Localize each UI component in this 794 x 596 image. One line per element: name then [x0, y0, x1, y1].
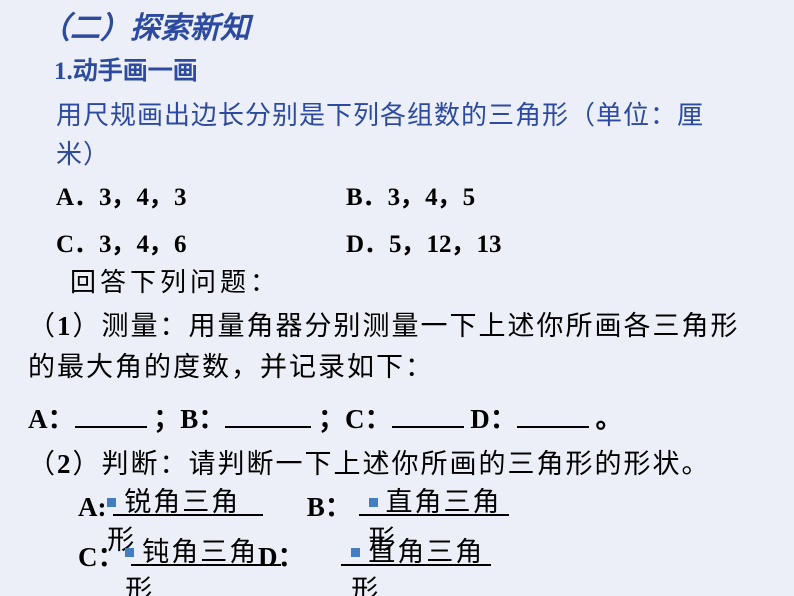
instruction-text: 用尺规画出边长分别是下列各组数的三角形（单位：厘米）: [56, 96, 736, 174]
option-a: A．3，4，3: [56, 180, 346, 215]
slide-page: （二）探索新知 1.动手画一画 用尺规画出边长分别是下列各组数的三角形（单位：厘…: [0, 0, 794, 596]
q1-number: 1: [57, 311, 73, 341]
section-header: （二）探索新知: [40, 8, 250, 50]
answers-row-1: A: 锐角三角形 B： 直角三角形: [78, 488, 778, 527]
ans-b-label: B：: [307, 492, 352, 522]
blank-d-label: D：: [470, 404, 517, 434]
q2-bold: 判断：: [102, 449, 189, 479]
q2-paren: （: [28, 449, 57, 479]
q1-paren: （: [28, 311, 57, 341]
ans-b-blank: 直角三角形: [359, 488, 509, 516]
blank-end: 。: [596, 404, 623, 434]
answers-row-2: C： 钝角三角形 D： 直角三角形: [78, 538, 778, 577]
bullet-icon: [369, 498, 378, 507]
blank-a-label: A：: [28, 404, 75, 434]
ans-a-label: A:: [78, 492, 107, 522]
ans-c-text: 钝角三角形: [125, 537, 258, 596]
options-row-2: C．3，4，6 D．5，12，13: [56, 227, 736, 262]
q2-number: 2: [57, 449, 73, 479]
option-d: D．5，12，13: [346, 227, 502, 262]
bullet-icon: [107, 498, 116, 507]
subsection-number: 1.: [54, 58, 73, 85]
ans-c-label: C：: [78, 542, 125, 572]
question-1: （1）测量：用量角器分别测量一下上述你所画各三角形的最大角的度数，并记录如下：: [28, 306, 768, 387]
ans-a-blank: 锐角三角形: [113, 488, 263, 516]
q2-text: 请判断一下上述你所画的三角形的形状。: [189, 449, 711, 479]
blank-c: [392, 400, 464, 428]
q1-bold: 测量：: [102, 311, 189, 341]
bullet-icon: [125, 548, 134, 557]
ans-d-blank: 直角三角形: [341, 538, 491, 566]
blanks-line: A： ；B： ；C： D： 。: [28, 400, 768, 439]
subsection-text: 动手画一画: [73, 58, 198, 85]
blank-a: [75, 400, 147, 428]
option-c: C．3，4，6: [56, 227, 346, 262]
options-block: A．3，4，3 B．3，4，5 C．3，4，6 D．5，12，13: [56, 180, 736, 274]
options-row-1: A．3，4，3 B．3，4，5: [56, 180, 736, 215]
blank-b-label: ；B：: [153, 404, 225, 434]
q1-paren-close: ）: [73, 311, 102, 341]
ans-d-text: 直角三角形: [351, 537, 484, 596]
subsection-title: 1.动手画一画: [54, 54, 198, 89]
question-2: （2）判断：请判断一下上述你所画的三角形的形状。: [28, 444, 768, 485]
option-b: B．3，4，5: [346, 180, 475, 215]
blank-b: [225, 400, 311, 428]
blank-c-label: ；C：: [318, 404, 392, 434]
ans-d-label: D：: [258, 542, 305, 572]
q2-paren-close: ）: [73, 449, 102, 479]
bullet-icon: [351, 548, 360, 557]
answer-header: 回答下列问题：: [70, 265, 280, 301]
blank-d: [517, 400, 589, 428]
